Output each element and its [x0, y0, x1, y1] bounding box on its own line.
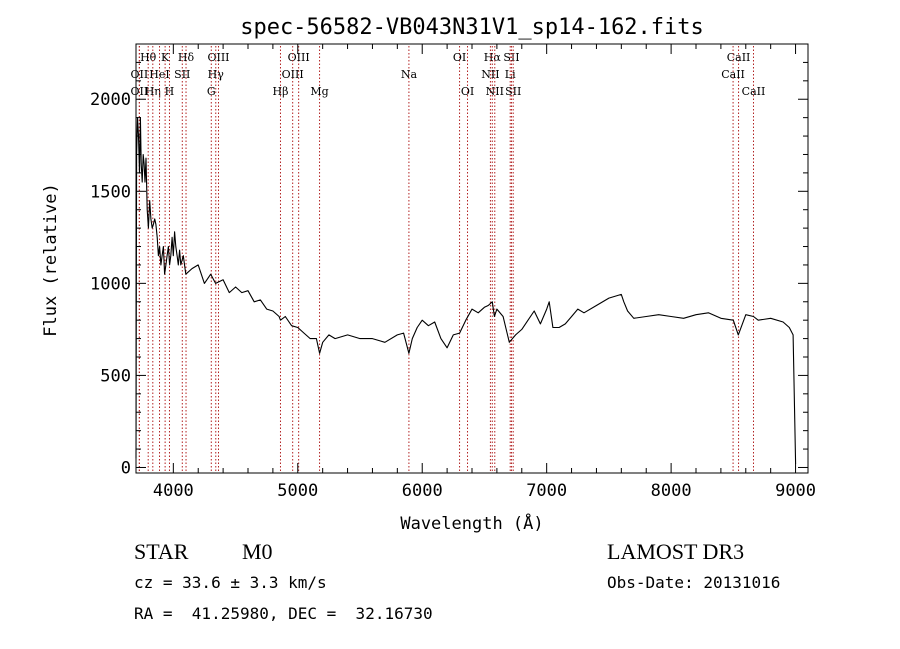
spectral-line-label: HeI — [149, 68, 169, 81]
spectral-line-label: OIII — [282, 68, 304, 81]
redshift-cz: cz = 33.6 ± 3.3 km/s — [134, 573, 327, 592]
x-tick-label: 9000 — [775, 481, 816, 501]
spectral-line-label: OI — [461, 85, 474, 98]
spectral-line-label: CaII — [742, 85, 766, 98]
x-tick-label: 4000 — [153, 481, 194, 501]
x-tick-label: 6000 — [402, 481, 443, 501]
spectral-line-label: CaII — [721, 68, 745, 81]
y-tick-label: 1000 — [90, 274, 131, 294]
y-tick-label: 0 — [121, 458, 131, 478]
spectral-line-label: OII — [131, 85, 149, 98]
coordinates: RA = 41.25980, DEC = 32.16730 — [134, 604, 433, 623]
obs-date: Obs-Date: 20131016 — [607, 573, 781, 592]
spectral-line-label: Hη — [145, 85, 161, 98]
x-tick-label: 7000 — [526, 481, 567, 501]
chart-title: spec-56582-VB043N31V1_sp14-162.fits — [240, 15, 704, 40]
spectral-line-label: OIII — [207, 51, 229, 64]
spectral-line-label: Hα — [484, 51, 502, 64]
survey-label: LAMOST DR3 — [607, 539, 745, 564]
spectral-line-label: Hδ — [178, 51, 195, 64]
spectral-line-label: SII — [174, 68, 190, 81]
spectral-subclass: M0 — [242, 539, 273, 564]
object-class: STAR — [134, 539, 189, 564]
y-axis-label: Flux (relative) — [41, 183, 61, 337]
y-tick-label: 2000 — [90, 90, 131, 110]
spectral-line-label: Hγ — [208, 68, 225, 81]
x-tick-label: 5000 — [277, 481, 318, 501]
spectral-line-label: SII — [503, 51, 519, 64]
axes: 4000 5000 6000 7000 8000 9000 0 500 1000 1500 2000 — [90, 43, 816, 501]
spectral-line-label: OI — [453, 51, 466, 64]
x-axis-label: Wavelength (Å) — [400, 512, 543, 534]
spectral-line-label: Li — [505, 68, 516, 81]
spectral-line-label: Hθ — [140, 51, 157, 64]
spectrum-series — [135, 117, 797, 464]
spectral-line-label: NII — [486, 85, 504, 98]
spectral-line-label: NII — [481, 68, 499, 81]
spectral-line-label: CaII — [727, 51, 751, 64]
spectral-line-label: G — [207, 85, 216, 98]
spectral-line-label: K — [161, 51, 170, 64]
spectral-line-label: OIII — [288, 51, 310, 64]
x-tick-label: 8000 — [651, 481, 692, 501]
spectral-line-label: H — [165, 85, 175, 98]
y-tick-label: 1500 — [90, 182, 131, 202]
spectral-line-label: Hβ — [273, 85, 289, 98]
spectrum-line — [135, 117, 797, 464]
spectral-line-label: SII — [505, 85, 521, 98]
y-tick-label: 500 — [100, 366, 131, 386]
plot-frame — [135, 43, 809, 474]
spectral-line-label: Mg — [310, 85, 328, 98]
spectral-line-label: Na — [401, 68, 418, 81]
